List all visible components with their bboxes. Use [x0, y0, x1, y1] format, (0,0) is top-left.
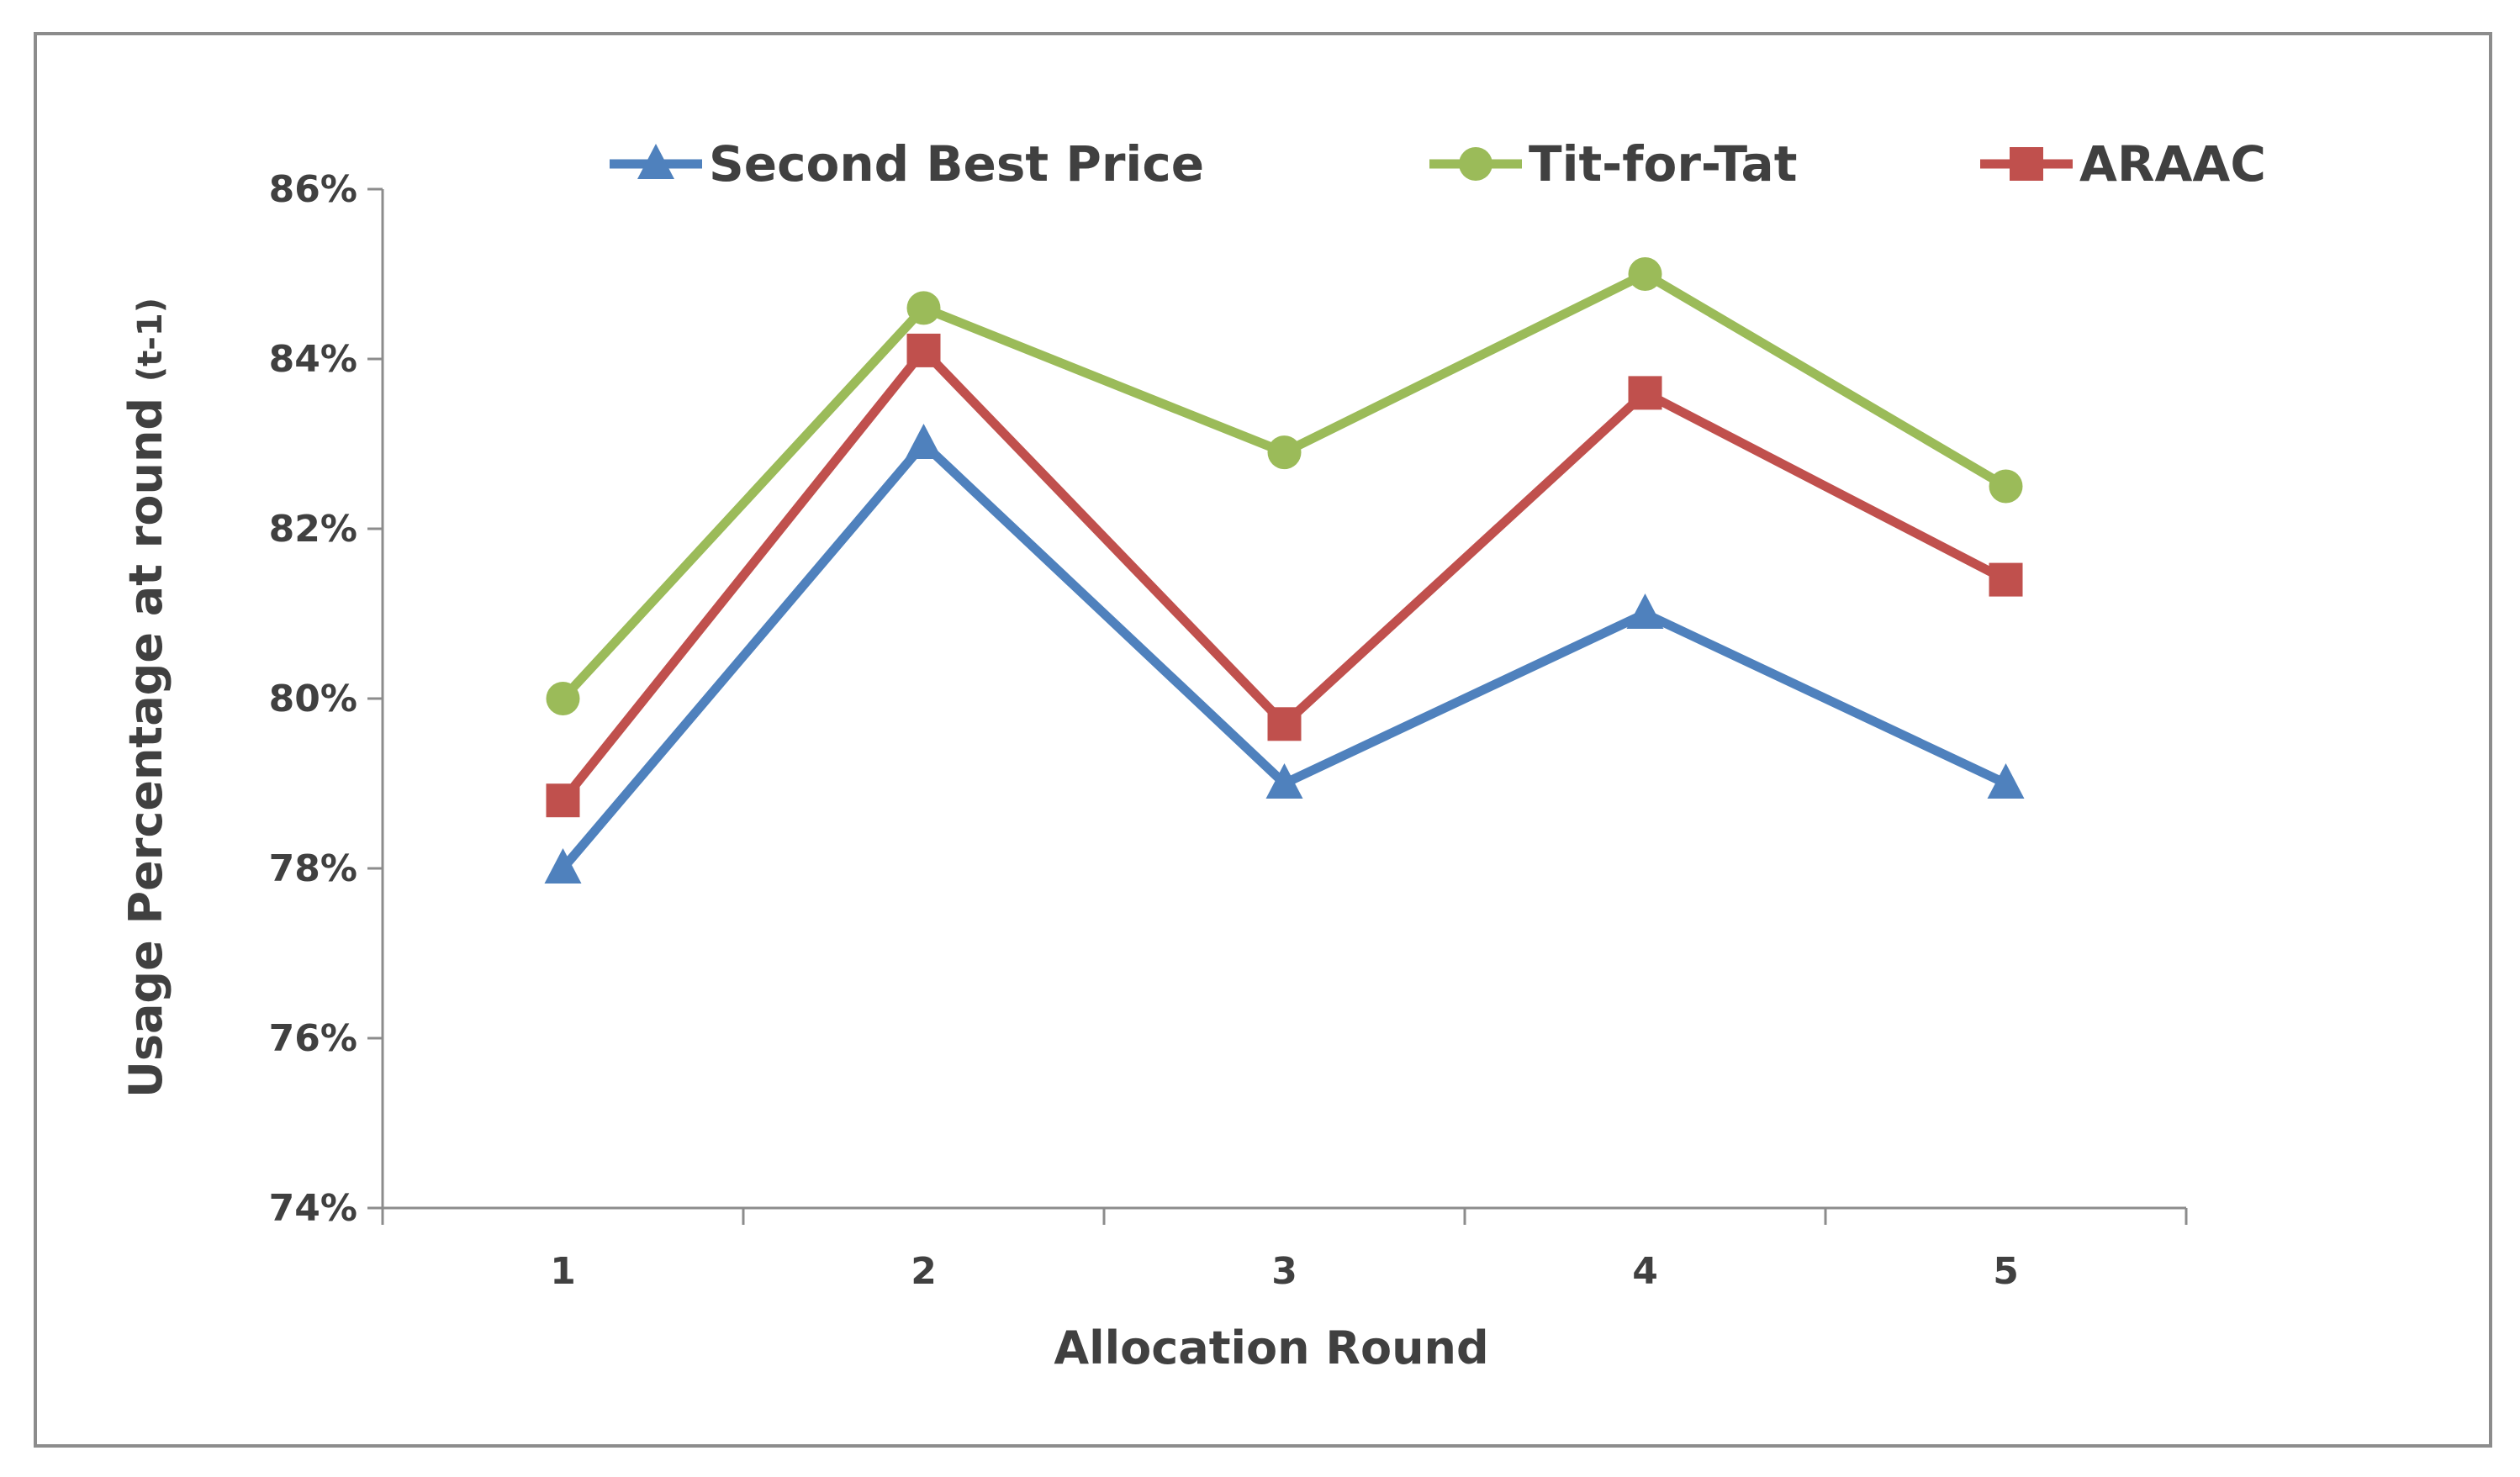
x-tick-label: 5 [1993, 1250, 2019, 1293]
legend-item: Tit-for-Tat [1429, 135, 1797, 193]
x-axis: 1 2 3 4 5 [381, 1206, 2188, 1293]
data-point [1987, 763, 2025, 799]
legend-item: ARAAC [1980, 135, 2266, 193]
plot-area [544, 257, 2025, 884]
data-point [1989, 562, 2023, 597]
y-axis: 74% 76% 78% 80% 82% 84% 86% [269, 168, 384, 1230]
legend-item: Second Best Price [610, 135, 1204, 193]
data-point [1267, 435, 1302, 470]
data-point [546, 682, 580, 715]
y-ticks: 74% 76% 78% 80% 82% 84% 86% [269, 168, 383, 1230]
y-tick-label: 76% [269, 1017, 357, 1060]
chart-border [34, 32, 2492, 1448]
legend: Second Best Price Tit-for-Tat ARAAC [610, 135, 2266, 193]
data-point [1628, 376, 1662, 410]
series-araac [546, 333, 2023, 818]
x-tick-label: 2 [911, 1250, 937, 1293]
data-point [546, 783, 580, 818]
y-tick-label: 74% [269, 1187, 357, 1230]
x-tick-label: 3 [1271, 1250, 1297, 1293]
legend-label: ARAAC [2079, 135, 2266, 193]
legend-label: Tit-for-Tat [1529, 135, 1797, 193]
y-axis-title: Usage Percentage at round (t-1) [119, 298, 172, 1098]
series-tit-for-tat [546, 257, 2023, 715]
data-point [1267, 707, 1302, 741]
y-tick-label: 86% [269, 168, 357, 211]
data-point [1265, 763, 1303, 799]
data-point [544, 848, 582, 884]
y-axis-title-suffix: (t-1) [131, 298, 170, 382]
legend-marker [2010, 147, 2043, 181]
legend-label: Second Best Price [709, 135, 1204, 193]
series-second-best-price [544, 424, 2025, 884]
y-tick-label: 82% [269, 508, 357, 551]
y-tick-label: 80% [269, 678, 357, 720]
y-tick-label: 78% [269, 847, 357, 890]
y-axis-title-main: Usage Percentage at round [119, 382, 172, 1098]
x-tick-label: 1 [550, 1250, 576, 1293]
x-ticks: 1 2 3 4 5 [381, 1208, 2188, 1293]
legend-marker [1459, 147, 1492, 181]
legend-marker [637, 144, 674, 179]
data-point [905, 424, 943, 459]
data-point [1626, 593, 1664, 629]
data-point [906, 333, 941, 367]
x-tick-label: 4 [1632, 1250, 1658, 1293]
data-point [906, 291, 941, 325]
y-tick-label: 84% [269, 338, 357, 381]
data-point [1628, 257, 1662, 291]
data-point [1989, 469, 2023, 504]
x-axis-title: Allocation Round [1054, 1321, 1488, 1374]
